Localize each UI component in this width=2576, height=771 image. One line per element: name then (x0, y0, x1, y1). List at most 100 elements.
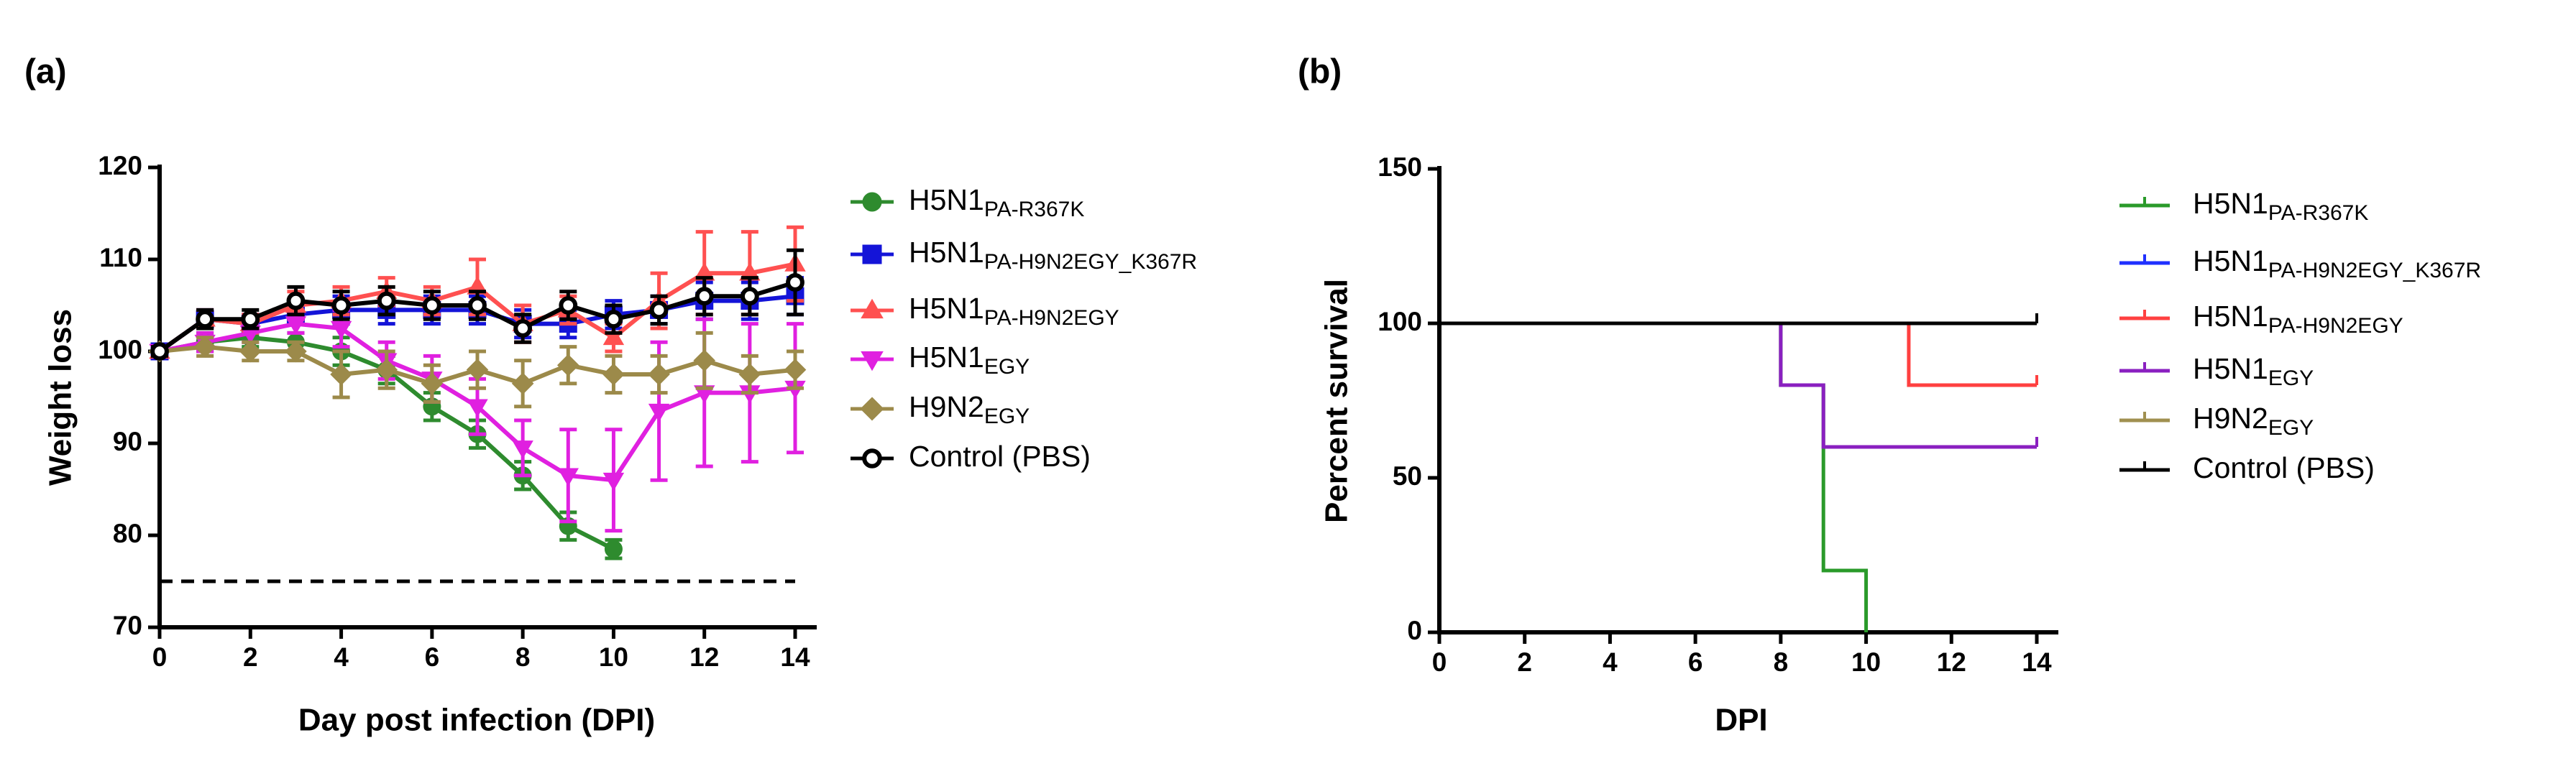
legend-label: H5N1PA-H9N2EGY_K367R (909, 236, 1197, 274)
marker (649, 300, 669, 320)
x-tick-label: 2 (243, 642, 258, 672)
marker (239, 340, 262, 363)
y-axis-label: Percent survival (1319, 279, 1355, 523)
y-tick-label: 90 (113, 427, 142, 456)
marker (377, 291, 396, 310)
y-tick-label: 50 (1393, 461, 1422, 491)
legend-name: H5N1 (909, 183, 984, 216)
marker (196, 310, 215, 329)
legend-name: H5N1 (909, 341, 984, 374)
marker (693, 349, 716, 372)
marker (512, 440, 533, 459)
marker (556, 354, 579, 377)
x-tick-label: 10 (599, 642, 628, 672)
legend-subscript: PA-H9N2EGY (984, 306, 1119, 330)
legend-label: H5N1PA-R367K (2193, 187, 2368, 225)
legend-subscript: EGY (984, 405, 1030, 428)
marker (860, 397, 884, 421)
marker (861, 351, 884, 371)
x-tick-label: 4 (334, 642, 349, 672)
legend-subscript: PA-R367K (2268, 201, 2369, 225)
legend-label: H9N2EGY (2193, 402, 2314, 440)
legend-subscript: EGY (2268, 366, 2314, 390)
legend-name: Control (PBS) (909, 440, 1091, 473)
marker (421, 372, 444, 395)
x-tick-label: 4 (1603, 647, 1618, 677)
x-tick-label: 12 (689, 642, 719, 672)
panel-label: (a) (24, 53, 67, 91)
marker (602, 363, 625, 386)
legend-name: H5N1 (2193, 244, 2268, 277)
marker (862, 448, 882, 468)
x-tick-label: 0 (152, 642, 168, 672)
y-tick-label: 120 (98, 151, 142, 180)
legend-label: H5N1PA-H9N2EGY_K367R (2193, 244, 2481, 282)
marker (604, 540, 623, 558)
legend-label: Control (PBS) (2193, 451, 2375, 484)
marker (738, 363, 761, 386)
marker (422, 296, 441, 315)
marker (695, 287, 714, 306)
legend-subscript: PA-H9N2EGY_K367R (2268, 259, 2481, 282)
y-tick-label: 0 (1407, 616, 1422, 645)
marker (467, 399, 488, 417)
legend-subscript: PA-H9N2EGY_K367R (984, 250, 1197, 274)
marker (862, 244, 882, 264)
x-tick-label: 12 (1937, 647, 1966, 677)
x-tick-label: 14 (2022, 647, 2052, 677)
marker (602, 326, 625, 346)
marker (330, 320, 352, 340)
y-tick-label: 100 (1378, 307, 1422, 336)
legend-subscript: PA-H9N2EGY (2268, 314, 2403, 338)
legend-label: H5N1EGY (909, 341, 1030, 379)
legend-label: H5N1EGY (2193, 352, 2314, 390)
y-tick-label: 70 (113, 611, 142, 640)
x-tick-label: 10 (1851, 647, 1881, 677)
marker (286, 291, 306, 310)
y-tick-label: 110 (99, 243, 142, 272)
x-tick-label: 8 (1774, 647, 1789, 677)
y-axis-label: Weight loss (43, 309, 78, 486)
y-tick-label: 100 (98, 335, 142, 364)
marker (559, 296, 578, 315)
legend-subscript: PA-R367K (984, 198, 1085, 221)
y-tick-label: 150 (1378, 152, 1422, 182)
marker (557, 468, 579, 486)
marker (150, 342, 169, 361)
marker (862, 192, 882, 212)
legend-name: H5N1 (2193, 300, 2268, 333)
marker (375, 359, 398, 381)
survival-curve (1439, 321, 2037, 387)
marker (285, 340, 307, 363)
legend-name: H5N1 (2193, 187, 2268, 220)
marker (604, 310, 623, 329)
legend-label: Control (PBS) (909, 440, 1091, 473)
marker (466, 359, 489, 381)
x-tick-label: 8 (515, 642, 531, 672)
x-tick-label: 2 (1517, 647, 1532, 677)
x-tick-label: 6 (1688, 647, 1703, 677)
marker (330, 363, 352, 386)
legend-name: H5N1 (2193, 352, 2268, 385)
x-tick-label: 0 (1432, 647, 1447, 677)
legend-label: H5N1PA-H9N2EGY (909, 292, 1119, 330)
marker (648, 363, 670, 386)
x-tick-label: 14 (780, 642, 810, 672)
marker (861, 298, 884, 319)
marker (602, 472, 625, 491)
legend-subscript: EGY (2268, 416, 2314, 440)
legend-name: H5N1 (909, 292, 984, 325)
survival-curve (1439, 321, 1869, 632)
legend-name: H9N2 (909, 390, 984, 423)
marker (786, 273, 805, 292)
legend-label: H5N1PA-H9N2EGY (2193, 300, 2403, 338)
marker (193, 336, 216, 358)
marker (285, 316, 307, 335)
legend-subscript: EGY (984, 355, 1030, 379)
marker (784, 359, 807, 381)
marker (468, 296, 487, 315)
marker (241, 310, 260, 329)
legend-label: H9N2EGY (909, 390, 1030, 428)
legend-label: H5N1PA-R367K (909, 183, 1084, 221)
